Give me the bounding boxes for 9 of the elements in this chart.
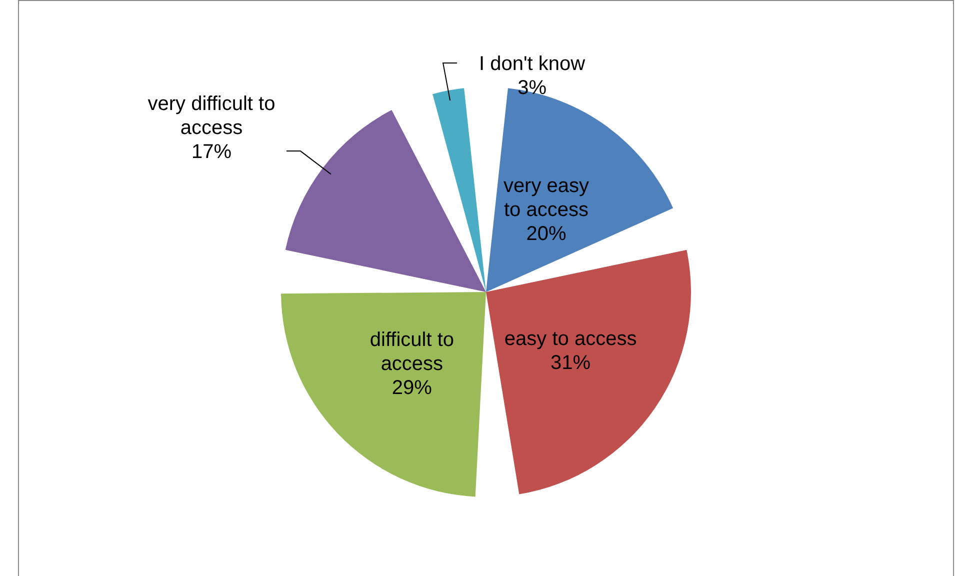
data-label: 31%	[550, 352, 591, 374]
data-label: 29%	[392, 376, 432, 399]
slice-label: I don't know	[478, 52, 586, 75]
data-label: 17%	[191, 141, 232, 164]
slice-label: easy to access	[504, 328, 637, 350]
slice-label: difficult to access	[370, 328, 454, 375]
slice-label: very difficult to access	[148, 93, 276, 140]
slice-label: very easy to access	[503, 175, 590, 222]
data-label: 20%	[526, 223, 566, 246]
